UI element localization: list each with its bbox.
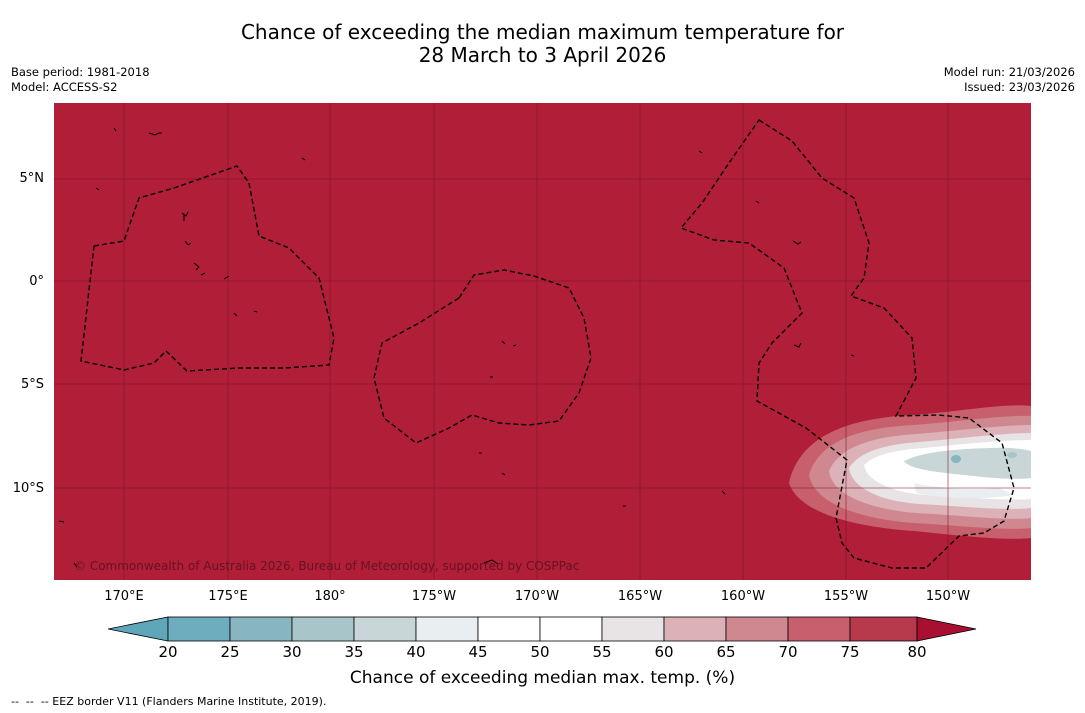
islands [58, 127, 855, 568]
title-line-2: 28 March to 3 April 2026 [418, 43, 667, 67]
lon-label: 175°W [411, 589, 457, 604]
colorbar-segment [663, 616, 727, 642]
colorbar-segment [787, 616, 851, 642]
eez-footnote: -- -- -- EEZ border V11 (Flanders Marine… [11, 695, 327, 708]
colorbar-tick: 55 [592, 643, 612, 661]
map-overlay [54, 103, 1031, 580]
copyright-text: © Commonwealth of Australia 2026, Bureau… [74, 559, 580, 573]
colorbar-segment-low-extend [108, 616, 169, 642]
issued-date: Issued: 23/03/2026 [964, 80, 1075, 94]
map-title: Chance of exceeding the median maximum t… [0, 21, 1085, 67]
eez-borders [80, 119, 1015, 569]
colorbar-label: Chance of exceeding median max. temp. (%… [349, 668, 736, 688]
colorbar-tick: 50 [530, 643, 550, 661]
colorbar-segment [353, 616, 417, 642]
colorbar-tick: 20 [158, 643, 178, 661]
colorbar-segment [291, 616, 355, 642]
colorbar-tick: 65 [716, 643, 736, 661]
lon-label: 170°W [514, 589, 560, 604]
lat-label: 5°S [20, 377, 44, 392]
colorbar-tick: 25 [220, 643, 240, 661]
colorbar-segment [601, 616, 665, 642]
meta-right: Model run: 21/03/2026 Issued: 23/03/2026 [944, 65, 1075, 95]
graticule [54, 103, 1031, 580]
lon-label: 175°E [208, 589, 248, 604]
colorbar-tick: 35 [344, 643, 364, 661]
model-name: Model: ACCESS-S2 [11, 80, 118, 94]
colorbar-segment [229, 616, 293, 642]
lon-label: 170°E [104, 589, 144, 604]
colorbar-tick: 45 [468, 643, 488, 661]
model-run: Model run: 21/03/2026 [943, 65, 1075, 79]
colorbar-tick: 70 [778, 643, 798, 661]
colorbar-tick: 30 [282, 643, 302, 661]
lon-label: 150°W [925, 589, 971, 604]
colorbar-segment [477, 616, 541, 642]
colorbar-tick: 60 [654, 643, 674, 661]
colorbar-tick: 80 [907, 643, 927, 661]
lat-label: 5°N [19, 171, 45, 186]
colorbar-segment [725, 616, 789, 642]
map-panel[interactable]: © Commonwealth of Australia 2026, Bureau… [54, 103, 1031, 580]
colorbar-segment [539, 616, 603, 642]
lat-label: 0° [29, 274, 44, 289]
colorbar [108, 616, 977, 642]
base-period: Base period: 1981-2018 [11, 65, 150, 79]
colorbar-segment [849, 616, 918, 642]
lon-label: 155°W [823, 589, 869, 604]
lat-label: 10°S [12, 481, 44, 496]
lon-label: 165°W [617, 589, 663, 604]
probability-contours [789, 405, 1031, 539]
colorbar-segment [167, 616, 231, 642]
colorbar-tick: 75 [840, 643, 860, 661]
colorbar-segment [415, 616, 479, 642]
colorbar-tick: 40 [406, 643, 426, 661]
title-line-1: Chance of exceeding the median maximum t… [240, 20, 845, 44]
meta-left: Base period: 1981-2018 Model: ACCESS-S2 [11, 65, 150, 95]
lon-label: 160°W [720, 589, 766, 604]
colorbar-segment-high-extend [916, 616, 977, 642]
lon-label: 180° [314, 589, 346, 604]
